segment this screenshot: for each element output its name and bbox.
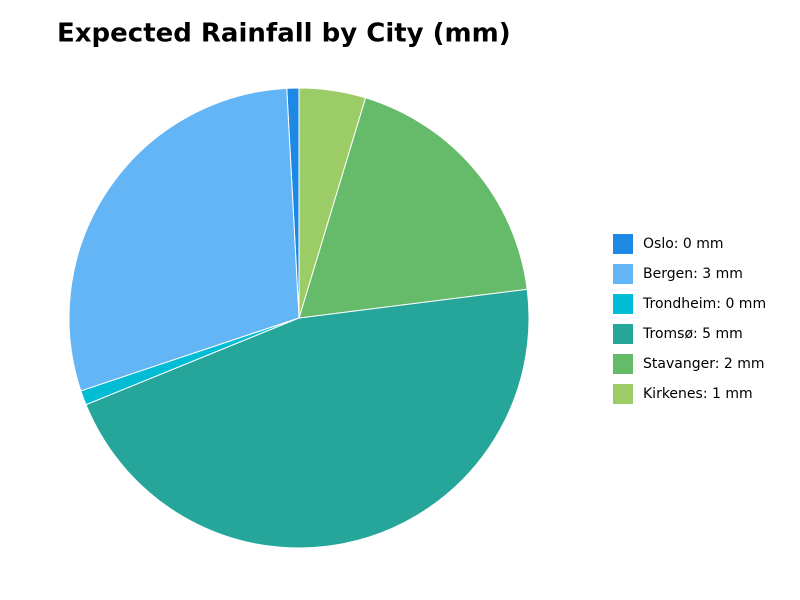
pie-slice <box>298 87 367 319</box>
pie-slice <box>68 87 300 392</box>
legend-swatch <box>613 294 633 314</box>
legend-label: Bergen: 3 mm <box>643 266 743 282</box>
legend-label: Trondheim: 0 mm <box>642 296 766 312</box>
legend-label: Kirkenes: 1 mm <box>643 386 753 402</box>
legend-label: Tromsø: 5 mm <box>642 326 743 342</box>
pie-slice <box>298 97 528 319</box>
pie-slice <box>85 288 530 549</box>
legend-swatch <box>613 354 633 374</box>
legend-swatch <box>613 264 633 284</box>
legend-swatch <box>613 384 633 404</box>
legend-label: Stavanger: 2 mm <box>643 356 765 372</box>
legend-swatch <box>613 234 633 254</box>
legend-swatch <box>613 324 633 344</box>
chart-title: Expected Rainfall by City (mm) <box>57 19 511 49</box>
legend-label: Oslo: 0 mm <box>643 236 724 252</box>
